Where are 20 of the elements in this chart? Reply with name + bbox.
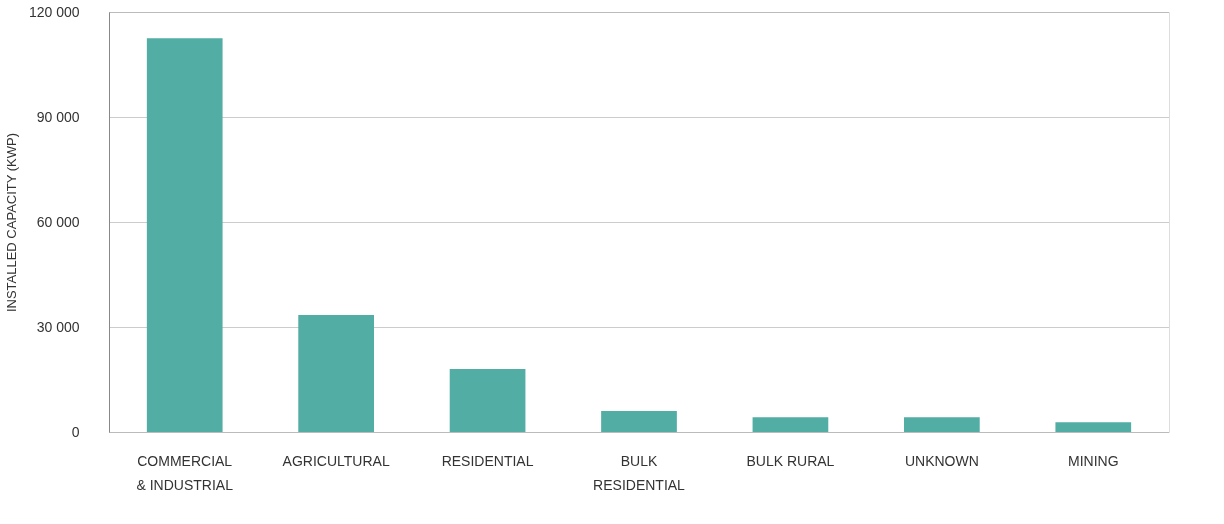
x-tick-label: RESIDENTIAL	[441, 452, 534, 469]
y-tick-label: 60 000	[36, 213, 80, 230]
bar	[449, 369, 526, 432]
x-tick-label: MINING	[1068, 452, 1119, 469]
x-tick-label: BULK RESIDENTIAL	[593, 452, 686, 493]
y-tick-label: 30 000	[36, 318, 80, 335]
bar	[601, 411, 677, 432]
bar	[146, 38, 223, 432]
bar	[1055, 422, 1132, 432]
y-tick-label: 90 000	[36, 108, 80, 125]
bar	[298, 315, 374, 432]
x-tick-label: BULK RURAL	[746, 452, 835, 469]
y-axis-title: INSTALLED CAPACITY (KWP)	[3, 132, 19, 313]
x-tick-label: UNKNOWN	[904, 452, 979, 469]
y-tick-label: 0	[71, 423, 80, 440]
x-tick-label: COMMERCIAL & INDUSTRIAL	[136, 452, 234, 493]
bar	[752, 417, 829, 432]
y-tick-label: 120 000	[28, 3, 80, 20]
x-tick-label: AGRICULTURAL	[282, 452, 390, 469]
bar	[904, 417, 980, 432]
